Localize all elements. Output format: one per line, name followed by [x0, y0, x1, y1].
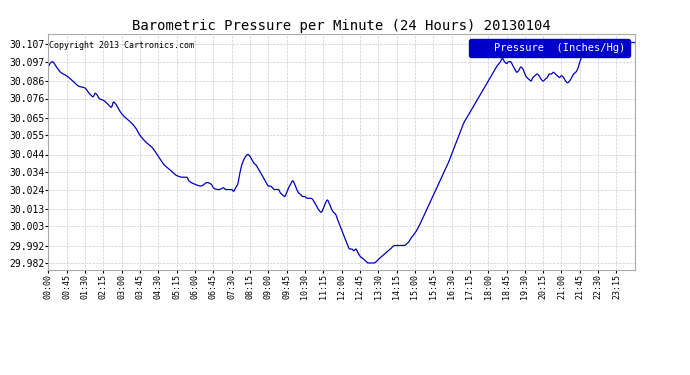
- Text: Copyright 2013 Cartronics.com: Copyright 2013 Cartronics.com: [50, 41, 195, 50]
- Title: Barometric Pressure per Minute (24 Hours) 20130104: Barometric Pressure per Minute (24 Hours…: [132, 19, 551, 33]
- Legend: Pressure  (Inches/Hg): Pressure (Inches/Hg): [469, 39, 629, 57]
